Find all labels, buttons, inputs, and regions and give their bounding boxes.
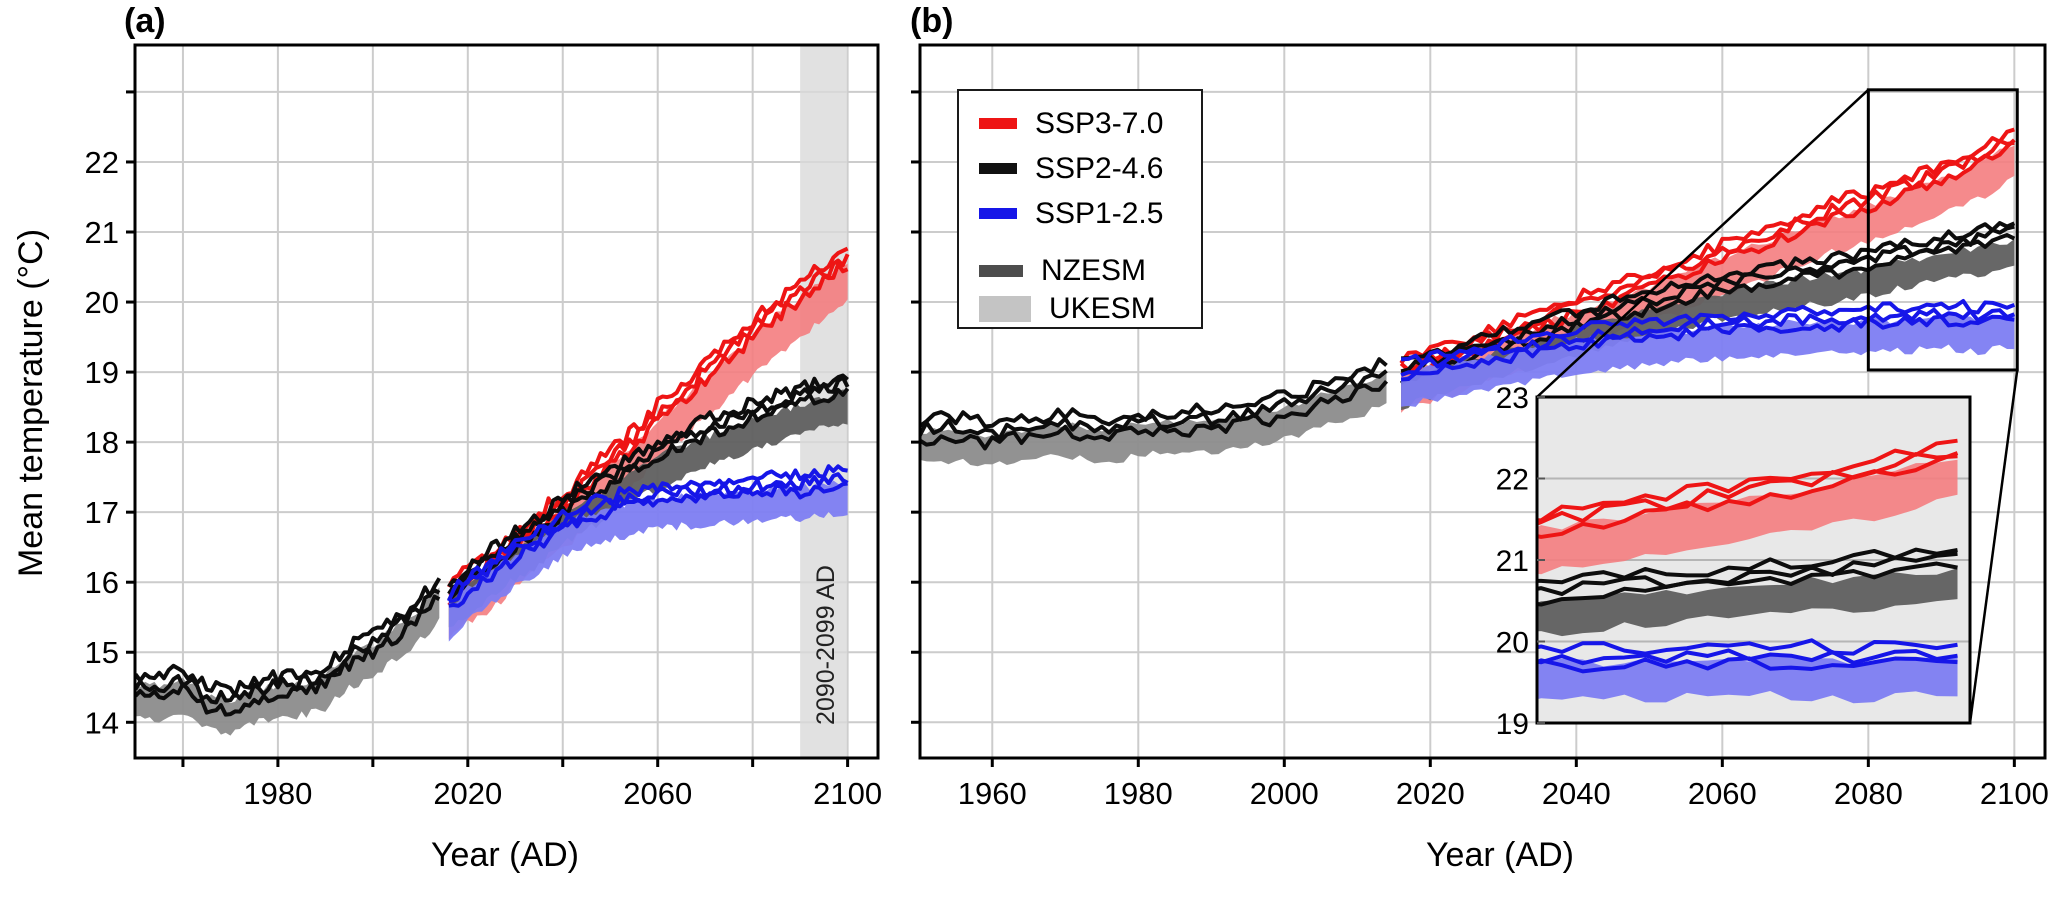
axis-ticks: 1960 1980 2000 2020 2040 2060 2080 2100: [911, 90, 2049, 811]
y-tick-label: 19: [85, 355, 119, 390]
ssp370-nzesm-line-3: [1538, 451, 1959, 539]
x-tick-label: 1980: [1104, 776, 1173, 811]
inset-y-tick-label: 23: [1496, 382, 1529, 415]
ssp245-nzesm-line-3: [447, 387, 850, 602]
highlight-band-label: 2090-2099 AD: [812, 565, 840, 725]
panel-a-letter: (a): [124, 2, 166, 40]
historical-nz-ukesm-band: [136, 587, 440, 736]
legend-line-swatch: [979, 208, 1017, 219]
historical-nz-nzesm-line-2: [921, 369, 1388, 441]
ssp245-nzesm-line-3: [1538, 561, 1958, 607]
x-tick-label: 2040: [1542, 776, 1611, 811]
ssp370-ukesm-band: [1538, 459, 1958, 575]
legend-line-swatch: [979, 118, 1017, 129]
zoom-source-rect: [1866, 88, 2019, 372]
x-tick-label: 2020: [433, 776, 502, 811]
x-tick-label: 2080: [1834, 776, 1903, 811]
x-tick-label: 2060: [623, 776, 692, 811]
historical-nz-nzesm-line-3: [921, 379, 1389, 451]
legend-item-ukesm: UKESM: [979, 290, 1201, 328]
historical-nz-nzesm-line-1: [136, 577, 442, 698]
panel-b-x-axis-title: Year (AD): [1425, 836, 1575, 874]
axis-ticks: 1980 2020 2060 2100 14 15 16 17 18 19 20 21 22: [85, 90, 882, 811]
ssp126-nzesm-line-1: [1538, 638, 1958, 656]
historical-nz-nzesm-line-3: [136, 594, 441, 717]
legend-label: SSP1-2.5: [1035, 196, 1164, 230]
zoom-connector-line: [1536, 88, 1870, 398]
inset-y-tick-label: 19: [1496, 708, 1529, 741]
x-tick-label: 2020: [1396, 776, 1465, 811]
x-tick-label: 2100: [813, 776, 882, 811]
plot-frame: [918, 43, 2047, 760]
legend-label: UKESM: [1049, 292, 1156, 325]
y-tick-label: 22: [85, 145, 119, 180]
legend: SSP3-7.0 SSP2-4.6 SSP1-2.5 NZESM UKESM: [957, 89, 1203, 329]
legend-item-ssp2-4.6: SSP2-4.6: [979, 146, 1201, 191]
y-tick-label: 21: [85, 215, 119, 250]
ssp245-nzesm-line-1: [1538, 547, 1958, 585]
ssp245-ukesm-band: [1538, 568, 1958, 637]
y-tick-label: 15: [85, 635, 119, 670]
ssp126-nzesm-line-1: [1400, 299, 2016, 366]
inset-y-tick-label: 21: [1496, 545, 1529, 578]
legend-patch-swatch: [979, 296, 1031, 322]
legend-item-nzesm: NZESM: [979, 252, 1201, 290]
y-axis-title: Mean temperature (°C): [12, 228, 50, 578]
ssp126-nzesm-line-2: [1538, 648, 1958, 666]
ssp245-ukesm-band: [448, 389, 848, 628]
ssp126-ukesm-band: [1401, 313, 2015, 407]
ssp126-ukesm-band: [448, 480, 848, 642]
ssp126-nzesm-line-2: [1400, 307, 2016, 378]
legend-label: SSP2-4.6: [1035, 151, 1164, 185]
x-tick-label: 1960: [958, 776, 1027, 811]
legend-line-swatch: [979, 265, 1023, 277]
inset-data-series: [1538, 438, 1959, 704]
panel-a-x-axis-title: Year (AD): [430, 836, 580, 874]
y-tick-label: 16: [85, 565, 119, 600]
inset-y-tick-label: 22: [1496, 464, 1529, 497]
historical-nz-nzesm-line-1: [921, 357, 1388, 429]
zoom-inset: 19 20 21 22 23: [1496, 88, 2019, 741]
legend-line-swatch: [979, 163, 1017, 174]
legend-label: NZESM: [1041, 254, 1146, 287]
ssp370-nzesm-line-1: [1399, 127, 2015, 365]
x-tick-label: 1980: [243, 776, 312, 811]
ssp126-nzesm-line-3: [1400, 314, 2015, 382]
ssp126-nzesm-line-3: [1538, 656, 1958, 674]
historical-nz-ukesm-band: [921, 370, 1387, 467]
zoom-connector-line: [1968, 369, 2019, 724]
panel-b: 1960 1980 2000 2020 2040 2060 2080 2100 19 20 21 22…: [911, 43, 2049, 811]
x-tick-label: 2000: [1250, 776, 1319, 811]
x-tick-label: 2100: [1980, 776, 2049, 811]
ssp126-nzesm-line-1: [446, 464, 848, 602]
inset-y-tick-label: 20: [1496, 627, 1529, 660]
plot-frame: [133, 43, 880, 760]
legend-label: SSP3-7.0: [1035, 106, 1164, 140]
y-tick-label: 20: [85, 285, 119, 320]
data-series: [921, 127, 2016, 467]
ssp126-nzesm-line-2: [448, 472, 849, 603]
historical-nz-nzesm-line-2: [136, 588, 441, 705]
x-tick-label: 2060: [1688, 776, 1757, 811]
ssp245-nzesm-line-1: [447, 373, 849, 588]
ssp245-ukesm-band: [1401, 238, 2015, 411]
legend-item-ssp3-7.0: SSP3-7.0: [979, 101, 1201, 146]
data-series: [136, 246, 850, 736]
ssp245-nzesm-line-1: [1400, 221, 2016, 361]
gridlines: [135, 45, 878, 758]
panel-a: 1980 2020 2060 2100 14 15 16 17 18 19 20 21 22: [85, 43, 882, 811]
ssp126-nzesm-line-3: [448, 481, 848, 608]
legend-item-ssp1-2.5: SSP1-2.5: [979, 191, 1201, 236]
y-tick-label: 14: [85, 705, 119, 740]
panel-b-letter: (b): [910, 2, 954, 40]
ssp370-nzesm-line-1: [1538, 438, 1958, 523]
y-tick-label: 18: [85, 425, 119, 460]
y-tick-label: 17: [85, 495, 119, 530]
